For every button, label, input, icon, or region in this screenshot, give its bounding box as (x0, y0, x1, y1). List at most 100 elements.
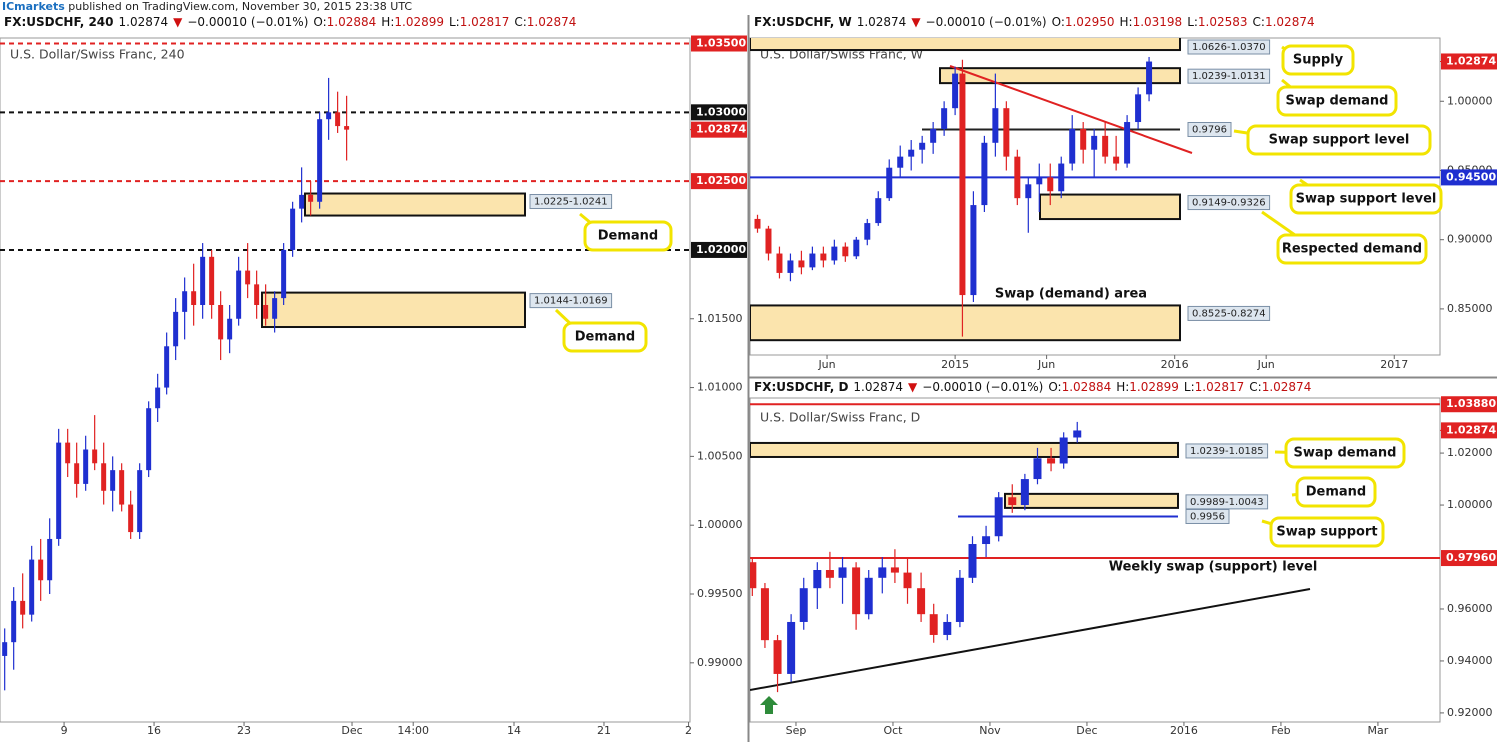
header-part: 1.02899 (1129, 380, 1179, 394)
y-tick-label: 1.01000 (697, 381, 743, 394)
x-tick-label: 2017 (1380, 358, 1408, 371)
callout-label: Respected demand (1282, 242, 1422, 257)
candle-body (1073, 430, 1082, 438)
candle-body (200, 256, 206, 305)
candle-body (1113, 156, 1120, 164)
candle-body (1124, 122, 1131, 164)
candle-body (750, 562, 757, 589)
overlay: FX:USDCHF, 240 1.02874 ▼ −0.00010 (−0.01%) O… (4, 15, 1497, 737)
x-tick-label: 14 (507, 724, 521, 737)
candle-body (992, 108, 999, 143)
candle-body (1003, 108, 1010, 157)
callout-box (583, 220, 673, 252)
level-label-box (1441, 169, 1497, 186)
annotation: Weekly swap (support) level (1109, 560, 1318, 575)
callout-label: Swap support (1276, 525, 1377, 540)
zone-label: 1.0239-1.0131 (1192, 71, 1266, 82)
level-label: 0.94500 (1446, 170, 1496, 183)
x-tick-label: 2015 (941, 358, 969, 371)
zone-label: 0.9989-1.0043 (1190, 497, 1264, 508)
y-tick-label: 1.00000 (697, 518, 743, 531)
header-part: ▼ (173, 15, 183, 29)
header-part: FX:USDCHF, D (754, 380, 848, 394)
candle-body (943, 621, 952, 635)
zone-label: 1.0144-1.0169 (534, 296, 608, 307)
level-label: 1.02500 (696, 174, 746, 187)
candle-body (831, 246, 838, 261)
callout-box (1284, 437, 1406, 469)
candle-body (765, 228, 772, 254)
chart-title: U.S. Dollar/Swiss Franc, 240 (10, 47, 185, 62)
candle-body (236, 270, 242, 319)
y-tick-label: 0.85000 (1447, 302, 1493, 315)
callout-label: Swap demand (1286, 94, 1389, 109)
level-label: 1.03500 (696, 37, 746, 50)
last-price-label-box (691, 121, 747, 138)
brand: ICmarkets (2, 0, 65, 13)
plot-4h: U.S. Dollar/Swiss Franc, 240 (0, 42, 690, 691)
candle-body (838, 567, 847, 578)
y-tick-label: 1.02000 (1447, 446, 1493, 459)
candle-body (335, 112, 341, 127)
header-part: ▼ (911, 15, 921, 29)
publish-info: published on TradingView.com, November 3… (68, 0, 412, 13)
x-tick-label: Dec (1076, 724, 1097, 737)
x-tick-label: Nov (979, 724, 1001, 737)
candle-body (1047, 177, 1054, 192)
candle-body (1020, 479, 1029, 506)
header-part: 1.02950 (1065, 15, 1115, 29)
level-label-box (1185, 508, 1230, 524)
candle-body (825, 570, 834, 578)
zone (750, 441, 1179, 458)
candle-body (929, 614, 938, 635)
plot-weekly: U.S. Dollar/Swiss Franc, W (750, 38, 1440, 342)
x-tick-label: Dec (341, 724, 362, 737)
zone (750, 38, 1181, 52)
header-part: FX:USDCHF, 240 (4, 15, 114, 29)
candle-body (981, 142, 988, 206)
y-tick-label: 1.00500 (697, 449, 743, 462)
candle-body (955, 577, 964, 622)
y-tick-label: 0.90000 (1447, 233, 1493, 246)
header-part: 1.02583 (1198, 15, 1248, 29)
callout-box (1269, 516, 1385, 548)
header-part: C: (1253, 15, 1265, 29)
header-part: O: (1052, 15, 1065, 29)
candle-body (886, 167, 893, 199)
x-tick-label: Jun (1257, 358, 1275, 371)
chart-header: FX:USDCHF, W 1.02874 ▼ −0.00010 (−0.01%) O:1… (754, 15, 1315, 29)
x-tick-label: Jun (817, 358, 835, 371)
candle-body (1059, 437, 1068, 464)
candle-body (65, 442, 71, 464)
top-bar: ICmarkets published on TradingView.com, … (2, 0, 412, 13)
candle-body (798, 260, 805, 268)
zone-label: 1.0626-1.0370 (1192, 42, 1266, 53)
candle-body (820, 253, 827, 261)
y-tick-label: 1.00000 (1447, 94, 1493, 107)
trendline (949, 65, 1193, 154)
candle-body (20, 600, 26, 615)
candle-body (146, 408, 152, 471)
candle-body (941, 108, 948, 129)
candle-body (878, 567, 887, 578)
chart-title: U.S. Dollar/Swiss Franc, D (760, 410, 920, 425)
y-tick-label: 0.92000 (1447, 706, 1493, 719)
callout-box (562, 321, 648, 353)
candle-body (970, 205, 977, 296)
candle-body (29, 559, 35, 615)
candle-body (890, 567, 899, 573)
candle-body (1036, 177, 1043, 185)
zone-label-box (1187, 39, 1271, 55)
header-part: −0.00010 (−0.01%) (926, 15, 1047, 29)
candle-body (864, 577, 873, 615)
callout-label: Demand (598, 229, 659, 244)
candle-body (56, 442, 62, 539)
y-tick-label: 0.99000 (697, 656, 743, 669)
level-label: 0.9796 (1192, 125, 1227, 136)
zone (1039, 193, 1181, 221)
callout-box (1276, 233, 1428, 265)
level-label: 0.97960 (1446, 551, 1496, 564)
header-part: H: (1119, 15, 1132, 29)
zone-label-box (1187, 68, 1271, 84)
